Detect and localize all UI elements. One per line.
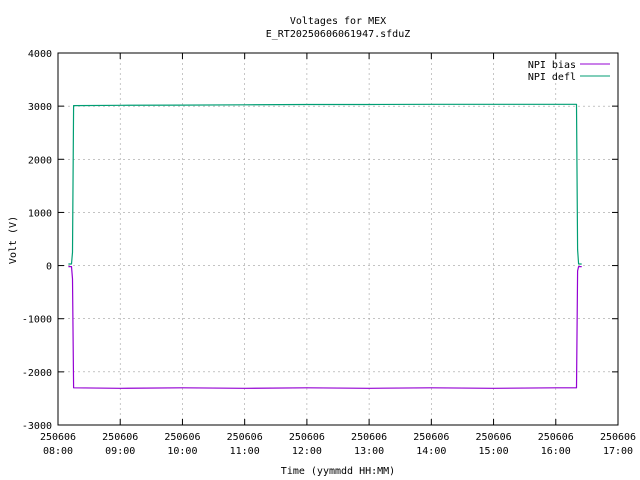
x-tick-label-date: 250606 [351,432,387,443]
chart-title: Voltages for MEX [290,16,386,27]
plot-frame [57,52,619,426]
x-tick-label-date: 250606 [40,432,76,443]
series-line-npi-bias [68,266,582,389]
x-tick-label-time: 11:00 [230,446,260,457]
y-tick-label: 1000 [28,208,52,219]
series-lines [68,103,582,389]
y-tick-label: 2000 [28,155,52,166]
series-line-npi-defl [68,103,582,265]
x-tick-label-date: 250606 [600,432,636,443]
x-tick-label-date: 250606 [102,432,138,443]
y-tick-label: -1000 [22,315,52,326]
x-tick-label-time: 10:00 [167,446,197,457]
x-tick-label-time: 15:00 [479,446,509,457]
legend-label-npi-defl: NPI defl [528,72,576,83]
x-tick-label-time: 17:00 [603,446,633,457]
x-tick-label-time: 08:00 [43,446,73,457]
grid [58,53,618,425]
y-axis-label: Volt (V) [8,216,19,264]
legend: NPI bias NPI defl [528,60,610,83]
legend-label-npi-bias: NPI bias [528,60,576,71]
x-axis-label: Time (yymmdd HH:MM) [281,466,395,477]
y-tick-label: 0 [46,262,52,273]
y-tick-label: 3000 [28,102,52,113]
x-tick-label-time: 14:00 [416,446,446,457]
axis-ticks: 40003000200010000-1000-2000-300025060608… [22,49,636,457]
x-tick-label-date: 250606 [227,432,263,443]
x-tick-label-time: 16:00 [541,446,571,457]
x-tick-label-date: 250606 [413,432,449,443]
x-tick-label-time: 13:00 [354,446,384,457]
x-tick-label-date: 250606 [164,432,200,443]
x-tick-label-time: 09:00 [105,446,135,457]
y-tick-label: 4000 [28,49,52,60]
chart-subtitle: E_RT20250606061947.sfduZ [266,29,411,40]
y-tick-label: -3000 [22,421,52,432]
x-tick-label-date: 250606 [475,432,511,443]
y-tick-label: -2000 [22,368,52,379]
x-tick-label-date: 250606 [538,432,574,443]
x-tick-label-time: 12:00 [292,446,322,457]
x-tick-label-date: 250606 [289,432,325,443]
